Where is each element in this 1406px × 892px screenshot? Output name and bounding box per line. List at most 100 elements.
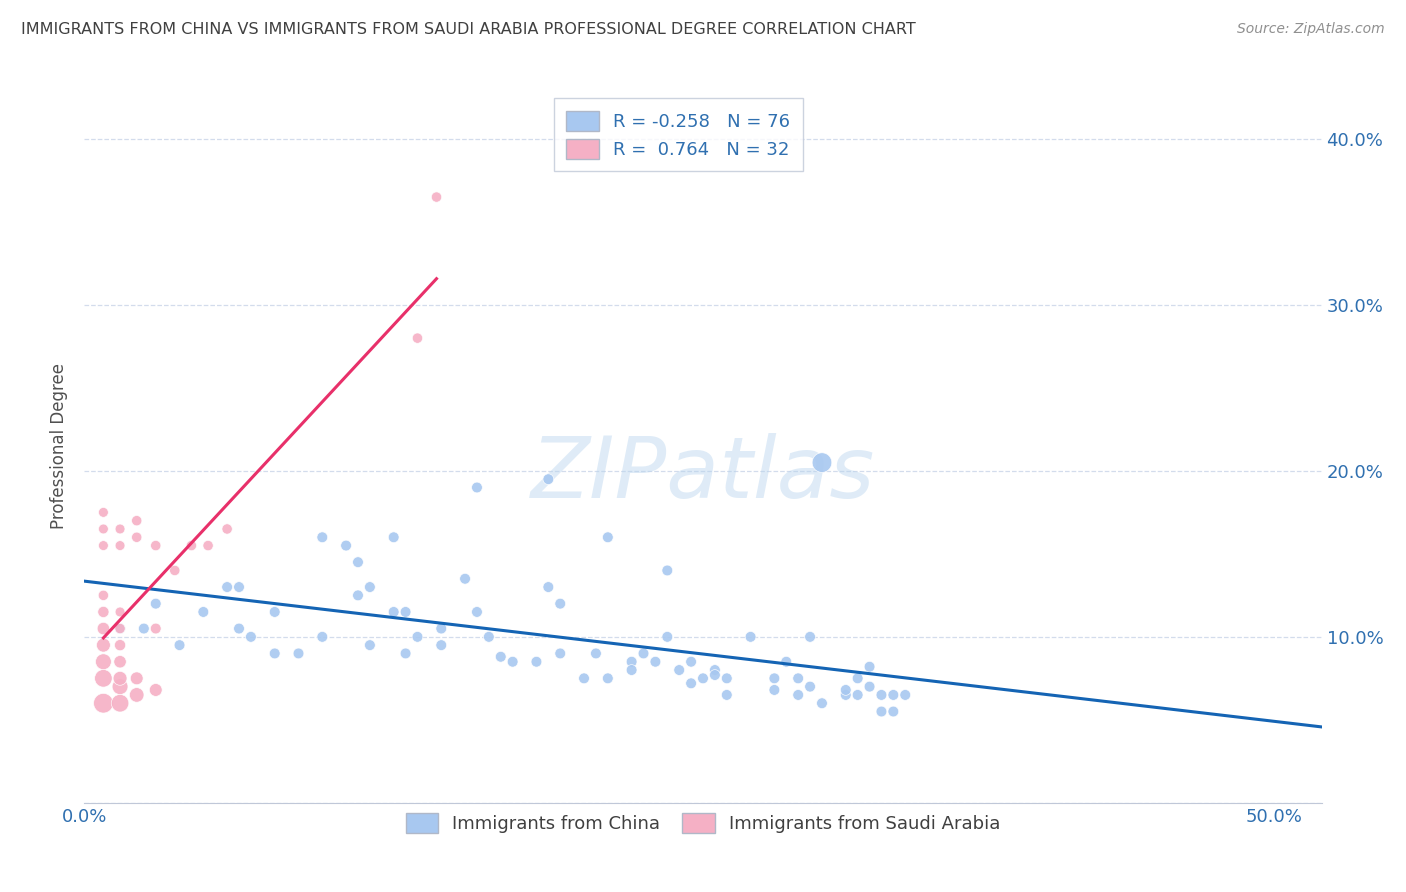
Point xyxy=(108,622,131,636)
Point xyxy=(180,539,202,553)
Point xyxy=(502,655,524,669)
Point xyxy=(193,605,215,619)
Point xyxy=(93,605,115,619)
Point xyxy=(145,597,167,611)
Point xyxy=(882,688,904,702)
Point xyxy=(811,696,834,710)
Point xyxy=(108,539,131,553)
Point xyxy=(217,522,239,536)
Point xyxy=(425,190,447,204)
Point xyxy=(145,622,167,636)
Point xyxy=(311,530,333,544)
Point xyxy=(596,530,619,544)
Point xyxy=(787,671,810,685)
Point xyxy=(125,514,148,528)
Point xyxy=(217,580,239,594)
Point xyxy=(858,659,880,673)
Point xyxy=(93,588,115,602)
Point xyxy=(163,564,186,578)
Point xyxy=(846,671,869,685)
Point xyxy=(548,597,571,611)
Point xyxy=(633,647,655,661)
Text: ZIPatlas: ZIPatlas xyxy=(531,433,875,516)
Point xyxy=(835,688,858,702)
Point xyxy=(716,671,738,685)
Point xyxy=(93,622,115,636)
Legend: Immigrants from China, Immigrants from Saudi Arabia: Immigrants from China, Immigrants from S… xyxy=(395,802,1011,844)
Point xyxy=(93,696,115,710)
Point xyxy=(108,655,131,669)
Point xyxy=(125,688,148,702)
Point xyxy=(359,580,381,594)
Point xyxy=(787,688,810,702)
Point xyxy=(287,647,309,661)
Point xyxy=(347,555,370,569)
Point xyxy=(228,622,250,636)
Point xyxy=(572,671,595,685)
Point xyxy=(108,605,131,619)
Point xyxy=(465,605,488,619)
Point xyxy=(132,622,155,636)
Point xyxy=(382,605,405,619)
Point xyxy=(692,671,714,685)
Point xyxy=(108,671,131,685)
Point xyxy=(716,688,738,702)
Point xyxy=(585,647,607,661)
Point xyxy=(145,682,167,697)
Point xyxy=(620,655,643,669)
Point xyxy=(799,630,821,644)
Point xyxy=(228,580,250,594)
Point xyxy=(668,663,690,677)
Point xyxy=(799,680,821,694)
Point xyxy=(620,663,643,677)
Point xyxy=(93,638,115,652)
Point xyxy=(811,456,834,470)
Point xyxy=(108,622,131,636)
Text: IMMIGRANTS FROM CHINA VS IMMIGRANTS FROM SAUDI ARABIA PROFESSIONAL DEGREE CORREL: IMMIGRANTS FROM CHINA VS IMMIGRANTS FROM… xyxy=(21,22,915,37)
Point xyxy=(430,638,453,652)
Point xyxy=(406,331,429,345)
Point xyxy=(93,539,115,553)
Point xyxy=(347,588,370,602)
Point xyxy=(454,572,477,586)
Point xyxy=(644,655,666,669)
Point xyxy=(870,705,893,719)
Point xyxy=(740,630,762,644)
Point xyxy=(108,638,131,652)
Point xyxy=(108,696,131,710)
Text: Source: ZipAtlas.com: Source: ZipAtlas.com xyxy=(1237,22,1385,37)
Point xyxy=(703,668,725,682)
Point xyxy=(263,605,285,619)
Point xyxy=(93,505,115,519)
Point xyxy=(537,472,560,486)
Point xyxy=(382,530,405,544)
Point xyxy=(108,522,131,536)
Point xyxy=(835,682,858,697)
Point xyxy=(763,671,786,685)
Point xyxy=(335,539,357,553)
Point xyxy=(657,630,679,644)
Point xyxy=(394,647,416,661)
Point xyxy=(681,676,703,690)
Point xyxy=(703,663,725,677)
Point xyxy=(359,638,381,652)
Point xyxy=(548,647,571,661)
Point xyxy=(394,605,416,619)
Point xyxy=(311,630,333,644)
Point xyxy=(465,481,488,495)
Point xyxy=(93,522,115,536)
Point xyxy=(169,638,191,652)
Point xyxy=(93,655,115,669)
Point xyxy=(263,647,285,661)
Point xyxy=(681,655,703,669)
Point xyxy=(239,630,262,644)
Point xyxy=(870,688,893,702)
Point xyxy=(145,539,167,553)
Point xyxy=(882,705,904,719)
Point xyxy=(478,630,501,644)
Point xyxy=(858,680,880,694)
Y-axis label: Professional Degree: Professional Degree xyxy=(51,363,69,529)
Point xyxy=(763,682,786,697)
Point xyxy=(537,580,560,594)
Point xyxy=(489,649,512,664)
